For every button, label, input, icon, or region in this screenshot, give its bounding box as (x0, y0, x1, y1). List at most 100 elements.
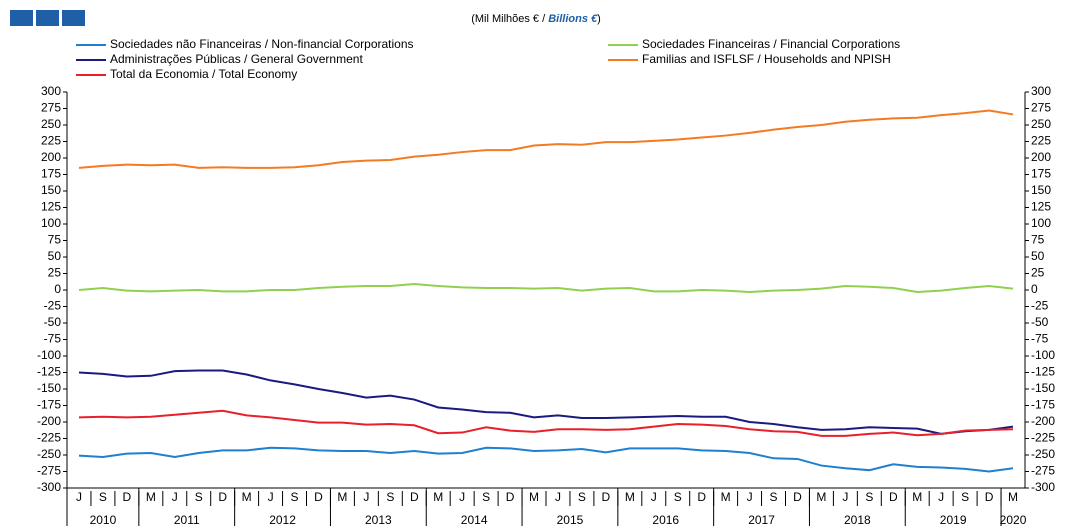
x-tick-label: S (482, 490, 490, 504)
y-tick-label: 250 (1031, 117, 1051, 131)
x-tick-label: M (912, 490, 922, 504)
y-tick-label: 25 (1031, 266, 1045, 280)
y-tick-label: 275 (1031, 101, 1051, 115)
y-tick-label: 225 (41, 134, 61, 148)
year-label: 2012 (269, 513, 296, 526)
legend-label: Sociedades não Financeiras / Non-financi… (110, 37, 414, 51)
y-tick-label: 50 (1031, 249, 1045, 263)
x-tick-label: D (985, 490, 994, 504)
x-tick-label: J (172, 490, 178, 504)
x-tick-label: M (816, 490, 826, 504)
y-tick-label: -150 (1031, 381, 1055, 395)
y-tick-label: -125 (1031, 365, 1055, 379)
x-tick-label: M (337, 490, 347, 504)
y-tick-label: 175 (41, 167, 61, 181)
legend-label: Sociedades Financeiras / Financial Corpo… (642, 37, 900, 51)
y-tick-label: -25 (44, 299, 62, 313)
x-tick-label: D (793, 490, 802, 504)
year-label: 2017 (748, 513, 775, 526)
title-en: Billions € (548, 13, 598, 25)
y-tick-label: -100 (37, 348, 61, 362)
x-tick-label: S (291, 490, 299, 504)
x-tick-label: S (386, 490, 394, 504)
x-tick-label: S (195, 490, 203, 504)
y-tick-label: 300 (1031, 84, 1051, 98)
legend-label: Familias and ISFLSF / Households and NPI… (642, 52, 891, 66)
y-tick-label: 50 (48, 249, 62, 263)
series-line (78, 109, 1014, 169)
y-tick-label: 275 (41, 101, 61, 115)
x-tick-label: D (410, 490, 419, 504)
y-tick-label: -300 (37, 480, 61, 494)
y-tick-label: 300 (41, 84, 61, 98)
x-tick-label: J (76, 490, 82, 504)
x-tick-label: S (770, 490, 778, 504)
series-line (78, 283, 1014, 293)
x-tick-label: D (314, 490, 323, 504)
series-line (78, 409, 1014, 437)
x-tick-label: M (529, 490, 539, 504)
y-tick-label: -75 (44, 332, 62, 346)
y-tick-label: 200 (41, 150, 61, 164)
y-tick-label: 25 (48, 266, 62, 280)
y-tick-label: -250 (37, 447, 61, 461)
y-tick-label: -300 (1031, 480, 1055, 494)
chart-title: (Mil Milhões € / Billions €) (471, 13, 601, 25)
x-tick-label: J (747, 490, 753, 504)
x-tick-label: S (865, 490, 873, 504)
title-end: ) (597, 13, 601, 25)
y-tick-label: 125 (1031, 200, 1051, 214)
logo-block (62, 10, 85, 26)
year-label: 2013 (365, 513, 392, 526)
y-tick-label: -100 (1031, 348, 1055, 362)
y-tick-label: -175 (37, 398, 61, 412)
y-tick-label: -50 (1031, 315, 1049, 329)
y-tick-label: -200 (1031, 414, 1055, 428)
x-tick-label: J (459, 490, 465, 504)
x-tick-label: M (146, 490, 156, 504)
x-tick-label: J (938, 490, 944, 504)
y-tick-label: 200 (1031, 150, 1051, 164)
y-tick-label: -200 (37, 414, 61, 428)
x-tick-label: D (697, 490, 706, 504)
y-tick-label: -275 (1031, 464, 1055, 478)
x-tick-label: D (506, 490, 515, 504)
x-tick-label: J (268, 490, 274, 504)
y-tick-label: 250 (41, 117, 61, 131)
x-tick-label: J (363, 490, 369, 504)
y-tick-label: 100 (1031, 216, 1051, 230)
year-label: 2014 (461, 513, 488, 526)
x-tick-label: D (602, 490, 611, 504)
y-tick-label: -75 (1031, 332, 1049, 346)
x-tick-label: M (242, 490, 252, 504)
x-tick-label: S (99, 490, 107, 504)
y-tick-label: 175 (1031, 167, 1051, 181)
x-tick-label: J (651, 490, 657, 504)
logo-block (10, 10, 33, 26)
y-tick-label: -275 (37, 464, 61, 478)
x-tick-label: M (433, 490, 443, 504)
title-pt: (Mil Milhões € / (471, 13, 548, 25)
y-tick-label: 0 (1031, 282, 1038, 296)
y-tick-label: -175 (1031, 398, 1055, 412)
y-tick-label: -25 (1031, 299, 1049, 313)
y-tick-label: 150 (1031, 183, 1051, 197)
year-label: 2010 (90, 513, 117, 526)
x-tick-label: M (721, 490, 731, 504)
y-tick-label: 225 (1031, 134, 1051, 148)
year-label: 2016 (652, 513, 679, 526)
x-tick-label: S (674, 490, 682, 504)
x-tick-label: S (961, 490, 969, 504)
legend-label: Total da Economia / Total Economy (110, 67, 297, 81)
y-tick-label: -250 (1031, 447, 1055, 461)
y-tick-label: 100 (41, 216, 61, 230)
series-line (78, 446, 1014, 473)
y-tick-label: -125 (37, 365, 61, 379)
y-tick-label: -225 (1031, 431, 1055, 445)
x-tick-label: J (555, 490, 561, 504)
y-tick-label: -150 (37, 381, 61, 395)
x-tick-label: D (123, 490, 132, 504)
x-tick-label: M (625, 490, 635, 504)
year-label: 2018 (844, 513, 871, 526)
